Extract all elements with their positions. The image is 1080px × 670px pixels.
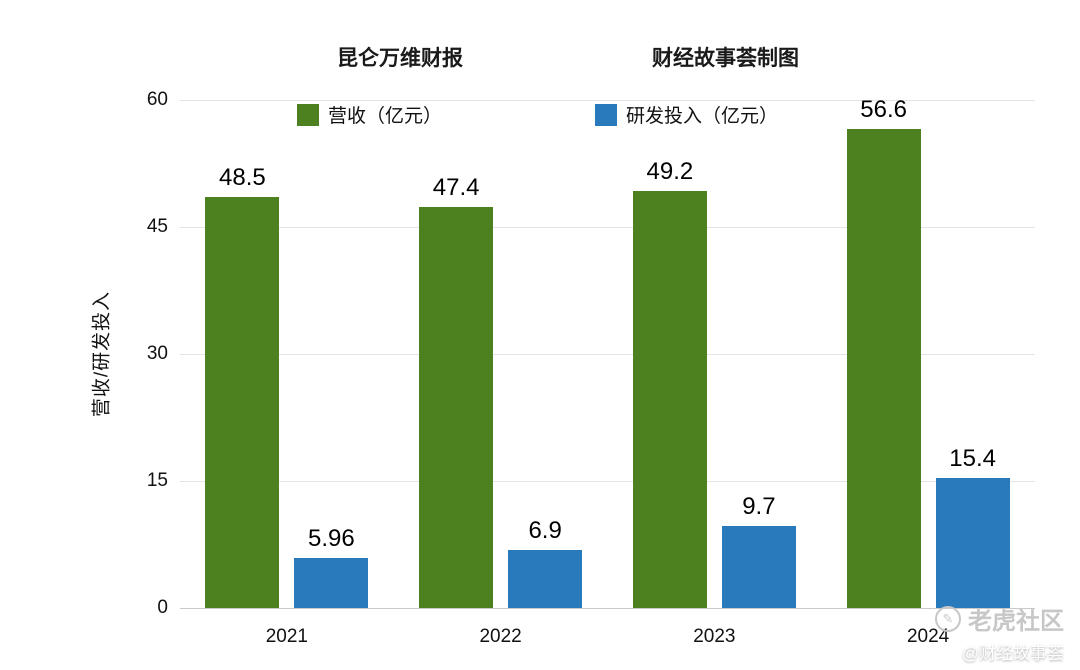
rnd-bar-2022: 6.9 <box>508 517 583 608</box>
bar-group-2021: 48.5 5.96 2021 <box>180 100 394 647</box>
bar-group-2022: 47.4 6.9 2022 <box>394 100 608 647</box>
rnd-bar-2024: 15.4 <box>935 445 1010 608</box>
gridline <box>180 354 1035 355</box>
value-label: 48.5 <box>219 164 266 192</box>
x-category-label: 2021 <box>265 626 309 647</box>
revenue-bar-2024: 56.6 <box>846 96 921 608</box>
rnd-bar-2021: 5.96 <box>294 525 369 608</box>
bar-group-2024: 56.6 15.4 2024 <box>821 96 1035 647</box>
y-tick-label: 30 <box>146 343 168 364</box>
value-label: 5.96 <box>308 524 355 552</box>
gridline <box>180 227 1035 228</box>
rnd-bar-2023: 9.7 <box>721 493 796 608</box>
bar-group-2023: 49.2 9.7 2023 <box>608 100 822 647</box>
x-category-label: 2023 <box>693 626 736 647</box>
watermark-brand-row: ✎ 老虎社区 <box>935 601 1064 636</box>
legend-label-revenue: 营收（亿元） <box>328 106 443 127</box>
value-label: 15.4 <box>949 444 996 472</box>
y-tick-label: 60 <box>146 89 168 110</box>
x-category-label: 2022 <box>479 626 522 647</box>
tiger-community-logo-icon: ✎ <box>935 605 961 632</box>
watermark: ✎ 老虎社区 @财经故事荟 <box>935 601 1064 664</box>
plot-area: 0 15 30 45 60 48.5 5.96 2021 47.4 6.9 2022 49.2 9.7 2… <box>147 89 1035 647</box>
value-label: 56.6 <box>860 95 907 123</box>
revenue-bar-2021: 48.5 <box>205 164 280 608</box>
revenue-bar-2022: 47.4 <box>419 174 494 608</box>
y-tick-label: 45 <box>146 216 168 237</box>
watermark-brand-text: 老虎社区 <box>968 608 1064 635</box>
value-label: 47.4 <box>432 173 480 201</box>
value-label: 9.7 <box>742 492 776 520</box>
legend-swatch-rnd <box>595 103 617 126</box>
value-label: 6.9 <box>528 516 562 544</box>
value-label: 49.2 <box>646 158 694 186</box>
legend-swatch-revenue <box>297 103 319 126</box>
watermark-handle-text: @财经故事荟 <box>961 644 1064 663</box>
y-tick-label: 15 <box>146 470 168 491</box>
y-tick-label: 0 <box>157 597 168 618</box>
gridline <box>180 100 1035 101</box>
chart-title-right: 财经故事荟制图 <box>652 47 799 70</box>
legend-item-rnd: 研发投入（亿元） <box>595 101 778 128</box>
bar-groups: 48.5 5.96 2021 47.4 6.9 2022 49.2 9.7 2023 56.6 15… <box>180 96 1035 647</box>
x-category-label: 2024 <box>906 626 950 647</box>
legend-label-rnd: 研发投入（亿元） <box>626 106 779 127</box>
x-axis-line <box>180 608 1035 609</box>
y-axis-label: 营收/研发投入 <box>91 290 113 418</box>
gridline <box>180 481 1035 482</box>
legend-item-revenue: 营收（亿元） <box>297 101 442 128</box>
revenue-bar-2023: 49.2 <box>632 158 707 608</box>
chart-title-left: 昆仑万维财报 <box>337 47 463 70</box>
